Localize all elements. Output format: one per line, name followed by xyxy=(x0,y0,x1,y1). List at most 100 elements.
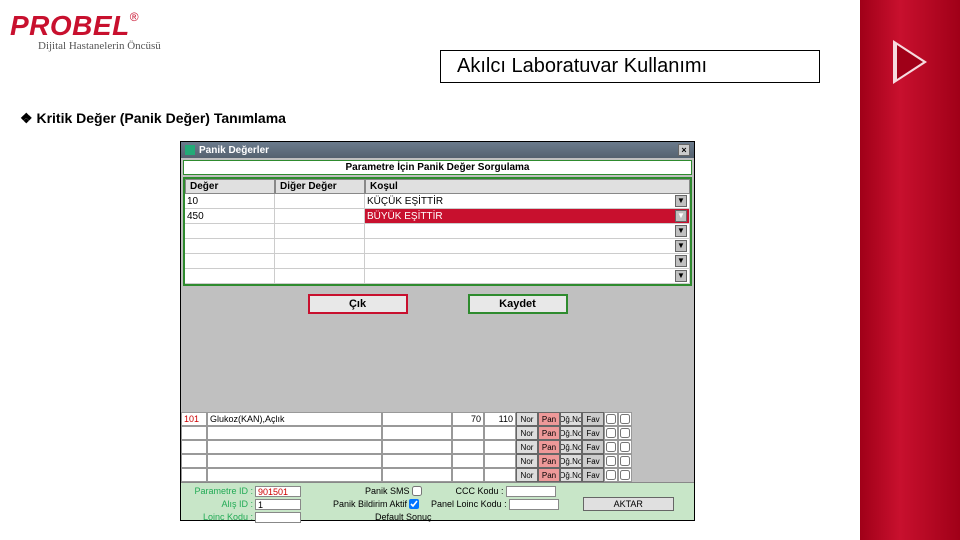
row-check2[interactable] xyxy=(618,440,632,454)
param-code xyxy=(181,426,207,440)
cell-kosul[interactable]: ▼ xyxy=(365,254,690,269)
window-title: Panik Değerler xyxy=(199,145,269,156)
cell-deger[interactable] xyxy=(185,269,275,284)
btn-dgno[interactable]: Dğ.No xyxy=(560,426,582,440)
panik-sms-checkbox[interactable] xyxy=(412,486,422,496)
btn-dgno[interactable]: Dğ.No xyxy=(560,440,582,454)
btn-nor[interactable]: Nor xyxy=(516,440,538,454)
btn-dgno[interactable]: Dğ.No xyxy=(560,412,582,426)
slide-title: Akılcı Laboratuvar Kullanımı xyxy=(440,50,820,83)
val-low[interactable] xyxy=(452,426,484,440)
grid-row[interactable]: ▼ xyxy=(185,269,690,284)
cell-deger[interactable] xyxy=(185,239,275,254)
cell-deger[interactable] xyxy=(185,254,275,269)
val-high[interactable] xyxy=(484,468,516,482)
table-row[interactable]: NorPanDğ.NoFav xyxy=(181,426,694,440)
val-high[interactable]: 110 xyxy=(484,412,516,426)
btn-fav[interactable]: Fav xyxy=(582,412,604,426)
row-check[interactable] xyxy=(604,412,618,426)
btn-fav[interactable]: Fav xyxy=(582,454,604,468)
chevron-down-icon[interactable]: ▼ xyxy=(675,270,687,282)
row-check2[interactable] xyxy=(618,468,632,482)
cell-kosul[interactable]: ▼ xyxy=(365,269,690,284)
chevron-down-icon[interactable]: ▼ xyxy=(675,240,687,252)
grid-row[interactable]: ▼ xyxy=(185,239,690,254)
grid-row[interactable]: 450 BÜYÜK EŞİTTİR▼ xyxy=(185,209,690,224)
btn-nor[interactable]: Nor xyxy=(516,468,538,482)
cell-diger[interactable] xyxy=(275,269,365,284)
btn-pan[interactable]: Pan xyxy=(538,412,560,426)
btn-nor[interactable]: Nor xyxy=(516,412,538,426)
btn-dgno[interactable]: Dğ.No xyxy=(560,454,582,468)
btn-pan[interactable]: Pan xyxy=(538,440,560,454)
cell-diger[interactable] xyxy=(275,254,365,269)
cell-kosul[interactable]: KÜÇÜK EŞİTTİR▼ xyxy=(365,194,690,209)
section-heading: Kritik Değer (Panik Değer) Tanımlama xyxy=(20,110,286,127)
row-check2[interactable] xyxy=(618,426,632,440)
close-icon[interactable]: × xyxy=(678,144,690,156)
label-alis-id: Alış ID : xyxy=(185,499,253,509)
brand-logo: PROBEL® Dijital Hastanelerin Öncüsü xyxy=(10,10,161,52)
chevron-down-icon[interactable]: ▼ xyxy=(675,225,687,237)
label-ccc: CCC Kodu : xyxy=(456,486,504,496)
row-check2[interactable] xyxy=(618,454,632,468)
param-id-field[interactable]: 901501 xyxy=(255,486,301,497)
cell-deger[interactable] xyxy=(185,224,275,239)
btn-pan[interactable]: Pan xyxy=(538,454,560,468)
cell-deger[interactable]: 450 xyxy=(185,209,275,224)
window-titlebar[interactable]: Panik Değerler × xyxy=(181,142,694,158)
val-low[interactable] xyxy=(452,440,484,454)
row-check[interactable] xyxy=(604,426,618,440)
save-button[interactable]: Kaydet xyxy=(468,294,568,314)
cell-diger[interactable] xyxy=(275,239,365,254)
cell-kosul[interactable]: ▼ xyxy=(365,239,690,254)
val-low[interactable] xyxy=(452,454,484,468)
exit-button[interactable]: Çık xyxy=(308,294,408,314)
btn-fav[interactable]: Fav xyxy=(582,440,604,454)
row-check[interactable] xyxy=(604,440,618,454)
row-check[interactable] xyxy=(604,454,618,468)
btn-pan[interactable]: Pan xyxy=(538,426,560,440)
loinc-field[interactable] xyxy=(255,512,301,523)
btn-pan[interactable]: Pan xyxy=(538,468,560,482)
table-row[interactable]: 101Glukoz(KAN),Açlık70110NorPanDğ.NoFav xyxy=(181,412,694,426)
panel-loinc-field[interactable] xyxy=(509,499,559,510)
val-high[interactable] xyxy=(484,440,516,454)
cell-diger[interactable] xyxy=(275,209,365,224)
label-loinc: Loinc Kodu : xyxy=(185,512,253,522)
logo-tagline: Dijital Hastanelerin Öncüsü xyxy=(10,40,161,52)
chevron-down-icon[interactable]: ▼ xyxy=(675,210,687,222)
btn-fav[interactable]: Fav xyxy=(582,468,604,482)
cell-kosul[interactable]: ▼ xyxy=(365,224,690,239)
grid-row[interactable]: ▼ xyxy=(185,254,690,269)
window-icon xyxy=(185,145,195,155)
btn-nor[interactable]: Nor xyxy=(516,454,538,468)
row-check2[interactable] xyxy=(618,412,632,426)
table-row[interactable]: NorPanDğ.NoFav xyxy=(181,440,694,454)
aktar-button[interactable]: AKTAR xyxy=(583,497,674,511)
chevron-down-icon[interactable]: ▼ xyxy=(675,195,687,207)
cell-diger[interactable] xyxy=(275,224,365,239)
cell-diger[interactable] xyxy=(275,194,365,209)
val-low[interactable]: 70 xyxy=(452,412,484,426)
table-row[interactable]: NorPanDğ.NoFav xyxy=(181,454,694,468)
table-row[interactable]: NorPanDğ.NoFav xyxy=(181,468,694,482)
val-high[interactable] xyxy=(484,454,516,468)
panel-title: Parametre İçin Panik Değer Sorgulama xyxy=(184,161,691,174)
grid-row[interactable]: ▼ xyxy=(185,224,690,239)
param-code xyxy=(181,454,207,468)
panik-bildirim-checkbox[interactable] xyxy=(409,499,419,509)
label-default: Default Sonuç xyxy=(375,512,432,522)
alis-id-field[interactable]: 1 xyxy=(255,499,301,510)
btn-nor[interactable]: Nor xyxy=(516,426,538,440)
val-low[interactable] xyxy=(452,468,484,482)
cell-kosul[interactable]: BÜYÜK EŞİTTİR▼ xyxy=(365,209,690,224)
grid-row[interactable]: 10 KÜÇÜK EŞİTTİR▼ xyxy=(185,194,690,209)
chevron-down-icon[interactable]: ▼ xyxy=(675,255,687,267)
cell-deger[interactable]: 10 xyxy=(185,194,275,209)
row-check[interactable] xyxy=(604,468,618,482)
btn-dgno[interactable]: Dğ.No xyxy=(560,468,582,482)
btn-fav[interactable]: Fav xyxy=(582,426,604,440)
val-high[interactable] xyxy=(484,426,516,440)
ccc-field[interactable] xyxy=(506,486,556,497)
